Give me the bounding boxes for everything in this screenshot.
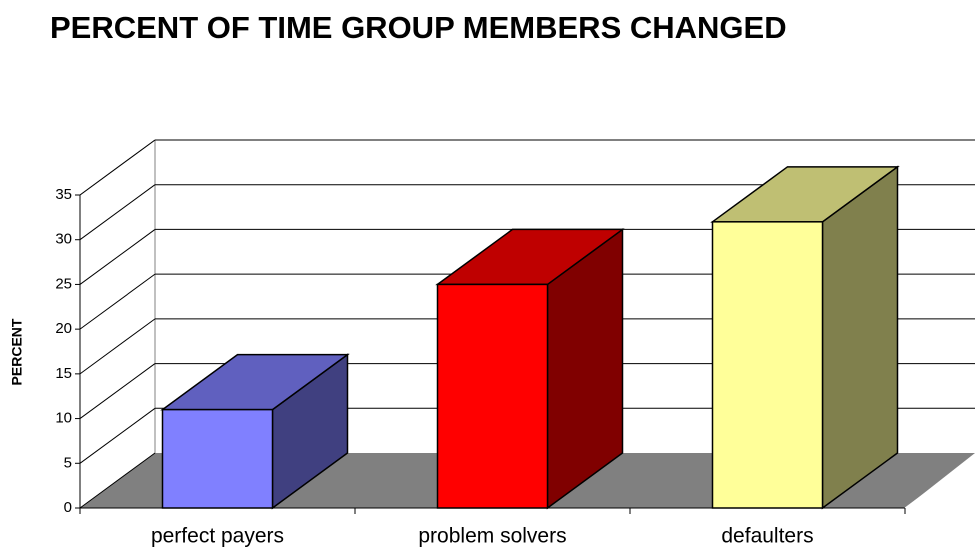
bar [436, 283, 549, 509]
bar [161, 408, 274, 509]
y-tick-label: 0 [64, 499, 72, 516]
grid-line-side [79, 318, 156, 375]
grid-line-side [79, 229, 156, 285]
x-tick-label: defaulters [721, 525, 813, 548]
y-tick-label: 15 [55, 365, 72, 382]
bar [711, 221, 824, 509]
grid-line-side [79, 407, 156, 464]
y-tick-label: 10 [55, 410, 72, 427]
grid-line-side [79, 363, 156, 419]
y-axis-label: PERCENT [9, 318, 25, 385]
chart-title: PERCENT OF TIME GROUP MEMBERS CHANGED [50, 10, 787, 45]
y-tick-label: 30 [55, 231, 72, 248]
y-tick-label: 25 [55, 275, 72, 292]
x-tick-label: perfect payers [151, 525, 284, 548]
y-tick-label: 5 [64, 454, 72, 471]
y-tick-label: 20 [55, 320, 72, 337]
floor-diag [79, 452, 156, 509]
floor-right [904, 455, 975, 509]
grid-line-side [79, 139, 156, 196]
grid-line-side [79, 184, 156, 241]
bar-side [821, 165, 899, 510]
x-tick-label: problem solvers [418, 525, 566, 548]
y-tick-label: 35 [55, 186, 72, 203]
grid-line-side [79, 273, 156, 330]
